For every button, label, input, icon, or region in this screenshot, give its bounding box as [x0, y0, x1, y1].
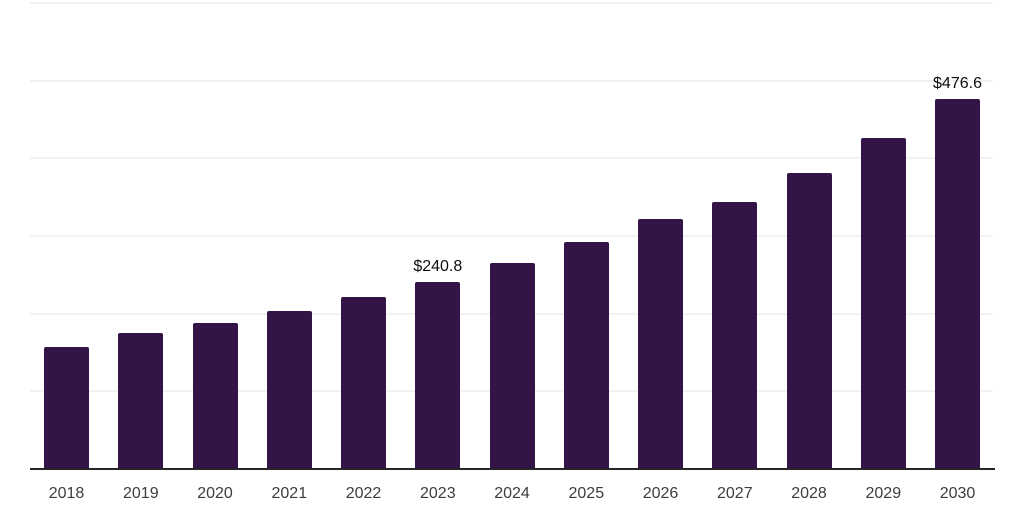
bar-2029 — [860, 138, 906, 469]
x-tick-label-2023: 2023 — [420, 485, 456, 502]
bar-2025 — [563, 242, 609, 469]
x-tick-label-2020: 2020 — [197, 485, 233, 502]
x-tick-label-2027: 2027 — [717, 485, 753, 502]
x-tick-label-2026: 2026 — [642, 485, 679, 502]
x-axis-line — [30, 468, 995, 470]
bar-2020 — [192, 323, 238, 469]
gridline-400 — [30, 157, 993, 159]
x-tick-label-2022: 2022 — [345, 485, 382, 502]
gridline-600 — [30, 2, 993, 4]
x-tick-label-2028: 2028 — [791, 485, 827, 502]
x-tick-label-2021: 2021 — [271, 485, 308, 502]
gridline-500 — [30, 80, 993, 82]
gridline-300 — [30, 235, 993, 237]
x-tick-label-2030: 2030 — [939, 485, 976, 502]
x-tick-label-2018: 2018 — [48, 485, 85, 502]
bar-2018 — [44, 347, 89, 469]
x-tick-label-2029: 2029 — [865, 485, 902, 502]
bar-value-label-2030: $476.6 — [933, 74, 982, 92]
bar-value-label-2023: $240.8 — [413, 258, 463, 275]
bar-2019 — [118, 333, 164, 469]
bar-2024 — [489, 263, 535, 469]
bar-2028 — [786, 173, 832, 469]
x-tick-label-2025: 2025 — [568, 485, 605, 502]
x-tick-label-2019: 2019 — [123, 485, 159, 502]
bar-2022 — [341, 297, 386, 469]
bar-2027 — [712, 202, 758, 469]
bar-2023 — [415, 282, 461, 469]
bar-2021 — [266, 310, 312, 469]
x-tick-label-2024: 2024 — [494, 485, 530, 502]
bar-2026 — [638, 219, 683, 469]
bar-2030 — [935, 98, 980, 469]
